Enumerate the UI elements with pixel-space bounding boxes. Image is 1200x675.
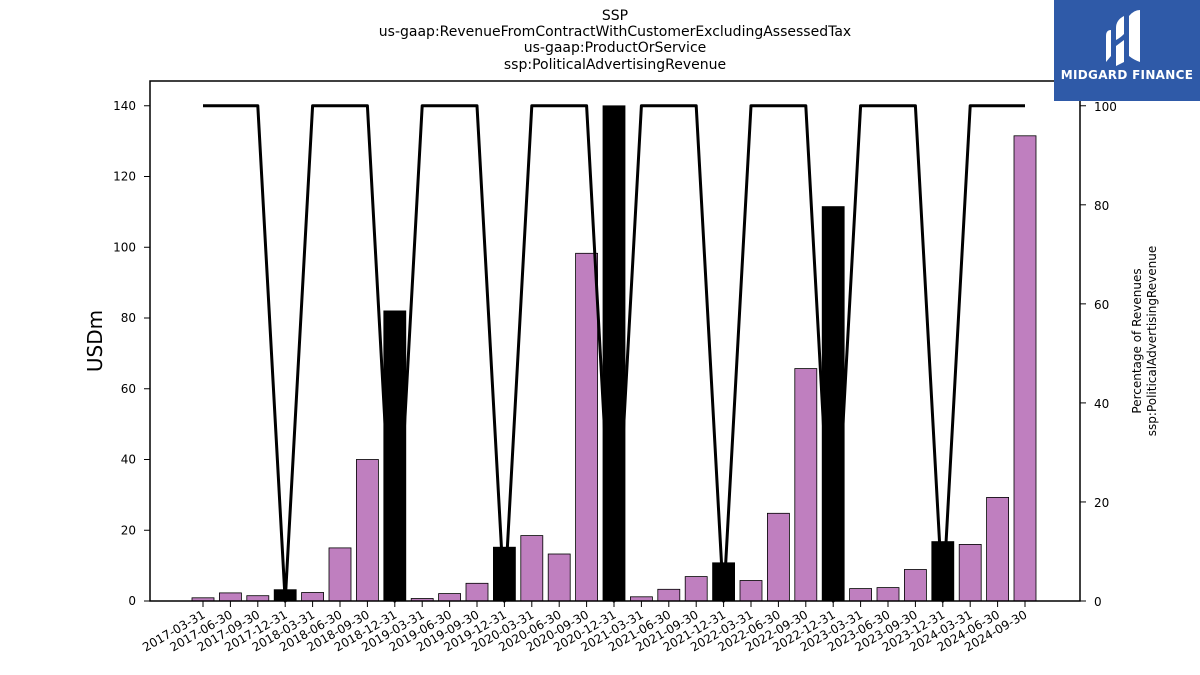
- x-axis: 2017-03-312017-06-302017-09-302017-12-31…: [140, 601, 1030, 654]
- y2-tick-label: 60: [1094, 298, 1109, 312]
- y2-tick-label: 40: [1094, 397, 1109, 411]
- bar-2017-06-30: [218, 592, 242, 602]
- bar-2023-03-31: [849, 588, 872, 602]
- bar-2023-09-30: [904, 569, 927, 602]
- y-tick-label: 120: [113, 170, 136, 184]
- y-tick-label: 140: [113, 99, 136, 113]
- y2-axis-label-line-2: ssp:PoliticalAdvertisingRevenue: [1145, 246, 1159, 436]
- bar-2020-12-31: [602, 105, 626, 602]
- bar-2024-09-30: [1013, 135, 1037, 602]
- bar-2018-09-30: [355, 459, 379, 602]
- bar-2023-06-30: [876, 587, 900, 602]
- watermark-text: MIDGARD FINANCE: [1060, 68, 1194, 82]
- y-tick-label: 80: [121, 311, 136, 325]
- chart-title-line-1: SSP: [602, 8, 628, 24]
- y2-tick-label: 0: [1094, 595, 1102, 609]
- plot-frame: [149, 80, 1081, 602]
- bar-2018-06-30: [328, 547, 352, 602]
- y-axis-left: 0 20 40 60 80 100 120 140: [113, 99, 150, 608]
- bar-2022-06-30: [767, 512, 790, 602]
- bar-2024-06-30: [986, 496, 1009, 602]
- bar-2022-03-31: [739, 580, 763, 602]
- logo-icon: [1106, 10, 1140, 66]
- y-tick-label: 20: [121, 523, 136, 537]
- y-tick-label: 60: [121, 382, 136, 396]
- chart-title: SSP us-gaap:RevenueFromContractWithCusto…: [379, 8, 851, 73]
- y2-tick-label: 100: [1094, 100, 1117, 114]
- y2-tick-label: 20: [1094, 496, 1109, 510]
- y-axis-right: 0 20 40 60 80 100: [1080, 100, 1117, 609]
- y-tick-label: 100: [113, 240, 136, 254]
- y2-tick-label: 80: [1094, 199, 1109, 213]
- bar-2021-09-30: [684, 576, 708, 602]
- chart-title-line-2: us-gaap:RevenueFromContractWithCustomerE…: [379, 24, 851, 40]
- chart-title-line-4: ssp:PoliticalAdvertisingRevenue: [504, 57, 726, 73]
- y-tick-label: 40: [121, 453, 136, 467]
- bar-2017-09-30: [246, 595, 270, 602]
- bar-2020-06-30: [547, 553, 571, 602]
- y-axis-label: USDm: [83, 310, 107, 372]
- y-tick-label: 0: [128, 594, 136, 608]
- bar-2020-03-31: [520, 535, 544, 602]
- bar-2018-03-31: [301, 592, 325, 602]
- bar-2022-12-31: [821, 206, 845, 602]
- bar-2024-03-31: [958, 544, 982, 602]
- chart-title-line-3: us-gaap:ProductOrService: [524, 40, 707, 56]
- bar-2019-06-30: [438, 593, 462, 602]
- y2-axis-label-line-1: Percentage of Revenues: [1130, 268, 1144, 413]
- bar-2022-09-30: [794, 368, 818, 602]
- watermark-logo: MIDGARD FINANCE: [1054, 0, 1200, 101]
- bar-series: [191, 105, 1037, 602]
- bar-2019-09-30: [465, 582, 489, 602]
- bar-2020-09-30: [575, 252, 598, 602]
- bar-2021-06-30: [657, 588, 681, 602]
